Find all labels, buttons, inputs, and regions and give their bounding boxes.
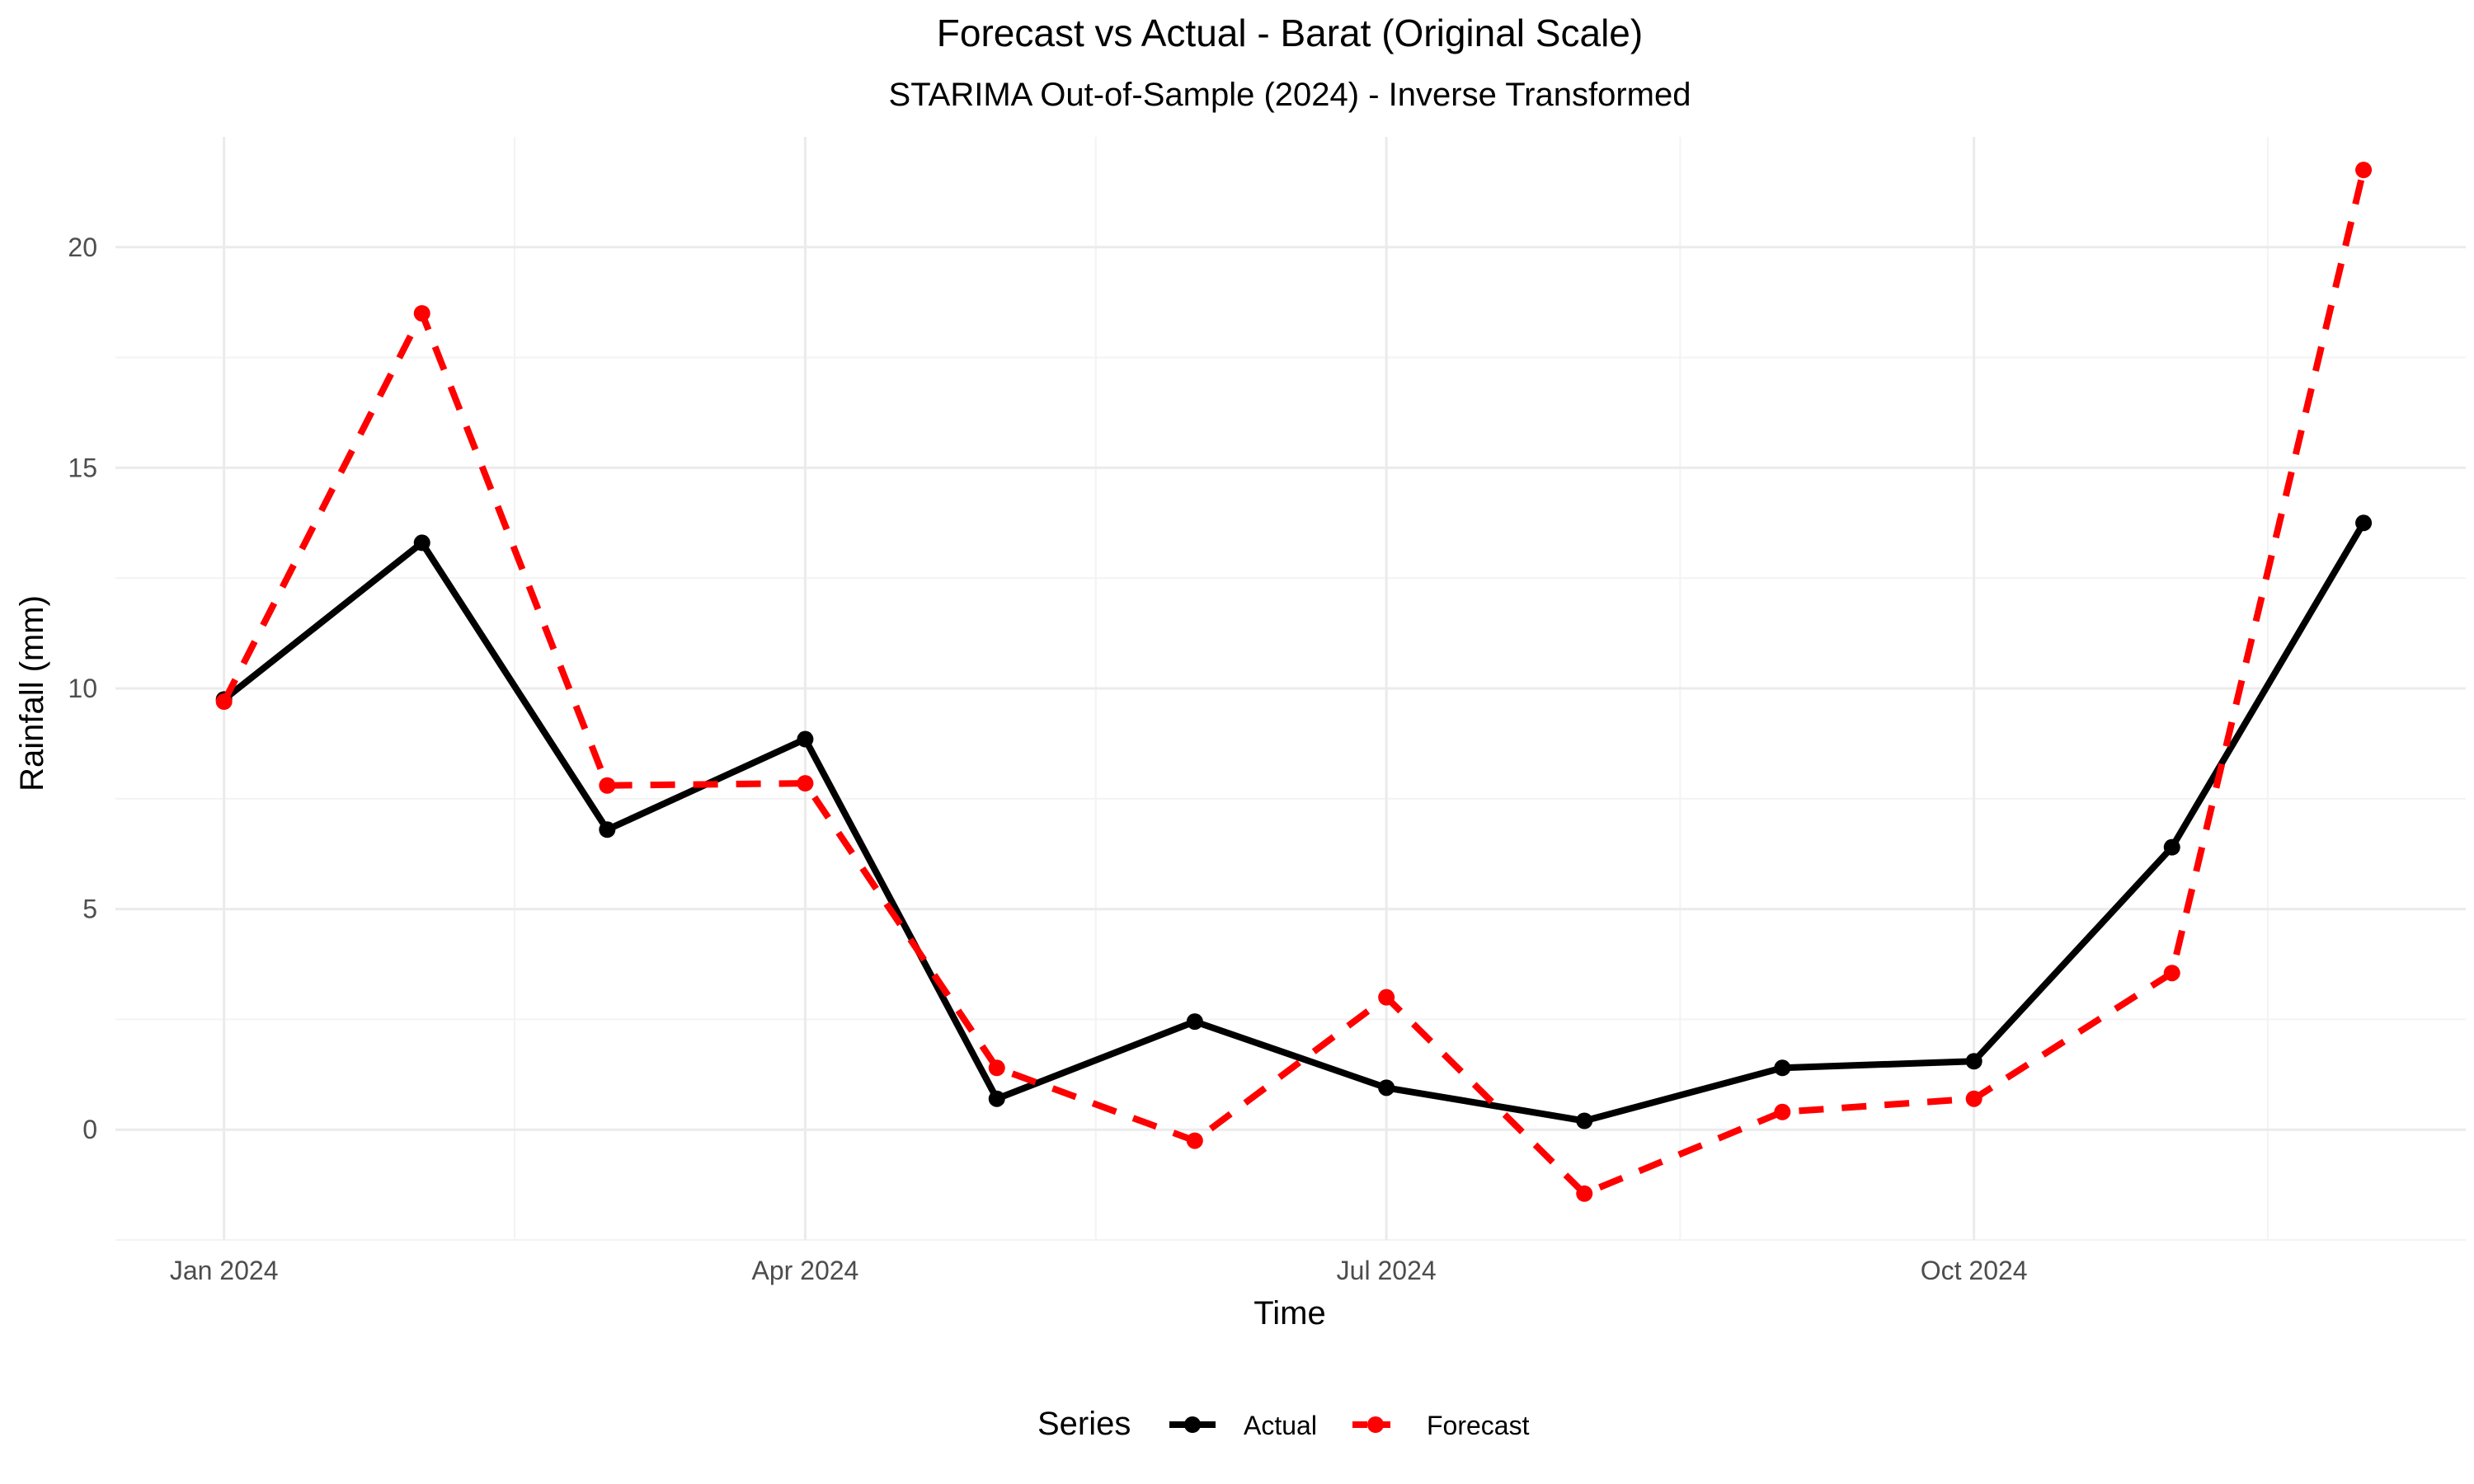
x-tick-label: Jan 2024	[170, 1256, 279, 1285]
actual-data-point	[2163, 838, 2180, 856]
forecast-data-point	[215, 693, 233, 711]
actual-data-point	[2355, 514, 2373, 532]
forecast-series-line	[221, 169, 2367, 1197]
forecast-data-point	[413, 305, 430, 322]
legend-item-actual: Actual	[1169, 1411, 1317, 1440]
legend-label-forecast: Forecast	[1427, 1411, 1530, 1440]
legend-key-point-actual	[1184, 1416, 1201, 1433]
actual-data-point	[599, 821, 616, 838]
forecast-data-point	[988, 1059, 1005, 1077]
x-tick-label: Jul 2024	[1337, 1256, 1437, 1285]
forecast-data-point	[1186, 1132, 1203, 1149]
y-axis-title: Rainfall (mm)	[14, 595, 50, 791]
y-tick-label: 10	[68, 674, 97, 703]
x-tick-label: Apr 2024	[751, 1256, 858, 1285]
chart-subtitle: STARIMA Out-of-Sample (2024) - Inverse T…	[889, 77, 1691, 113]
actual-data-point	[1774, 1059, 1791, 1077]
grid	[115, 137, 2466, 1241]
forecast-data-point	[1965, 1090, 1982, 1107]
forecast-data-point	[1774, 1103, 1791, 1120]
legend-item-forecast: Forecast	[1352, 1411, 1530, 1440]
y-tick-label: 0	[82, 1115, 97, 1144]
actual-data-point	[1965, 1053, 1982, 1070]
y-tick-label: 5	[82, 895, 97, 924]
x-tick-label: Oct 2024	[1921, 1256, 2028, 1285]
y-tick-label: 20	[68, 232, 97, 262]
forecast-data-point	[1378, 989, 1395, 1006]
actual-series-line	[220, 519, 2368, 1125]
actual-data-point	[988, 1090, 1005, 1107]
actual-data-point	[1378, 1079, 1395, 1097]
legend-key-point-forecast	[1367, 1416, 1384, 1433]
actual-data-point	[1186, 1013, 1203, 1031]
actual-data-point	[413, 534, 430, 552]
x-axis-ticks: Jan 2024 Apr 2024 Jul 2024 Oct 2024	[170, 1256, 2028, 1285]
chart-title: Forecast vs Actual - Barat (Original Sca…	[937, 12, 1643, 54]
forecast-data-point	[2163, 965, 2180, 982]
y-tick-label: 15	[68, 453, 97, 482]
legend-title: Series	[1037, 1406, 1131, 1442]
forecast-data-point	[1576, 1185, 1593, 1202]
legend-label-actual: Actual	[1244, 1411, 1317, 1440]
series-layer	[215, 162, 2373, 1202]
legend: Series Actual Forecast	[1037, 1406, 1530, 1442]
forecast-data-point	[599, 777, 616, 794]
actual-data-point	[1576, 1112, 1593, 1129]
forecast-data-point	[797, 775, 814, 792]
actual-data-point	[797, 730, 814, 748]
forecast-data-point	[2355, 162, 2373, 179]
y-axis-ticks: 0 5 10 15 20	[68, 232, 97, 1144]
x-axis-title: Time	[1253, 1295, 1325, 1331]
